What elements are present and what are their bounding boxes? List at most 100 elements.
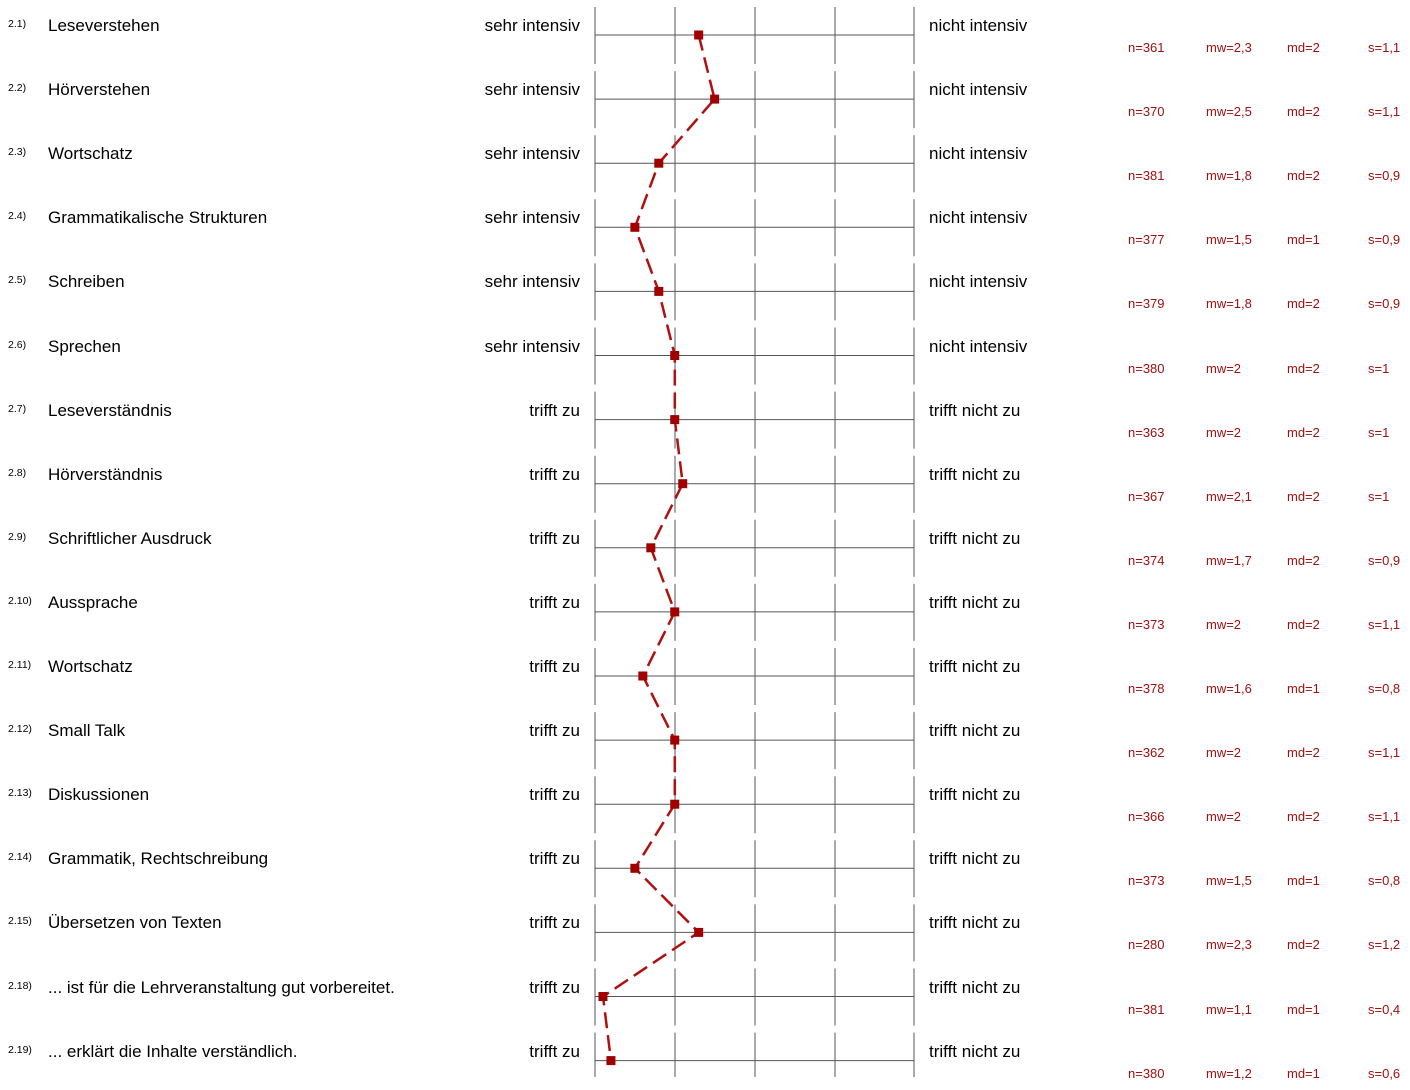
stat-n: n=378 <box>1128 681 1165 696</box>
stat-median: md=2 <box>1287 40 1320 55</box>
question-label: Small Talk <box>48 721 126 741</box>
stat-median: md=1 <box>1287 681 1320 696</box>
stat-median: md=2 <box>1287 552 1320 568</box>
stat-median: md=2 <box>1287 168 1320 184</box>
scale-right-anchor: trifft nicht zu <box>929 785 1021 805</box>
question-row: 2.7) Leseverständnis trifft zu trifft nicht… <box>0 385 1410 449</box>
scale-left-anchor: sehr intensiv <box>484 80 580 100</box>
question-number: 2.4) <box>8 210 27 223</box>
question-row: 2.13) Diskussionen trifft zu trifft nicht z… <box>0 769 1410 833</box>
stat-n: n=280 <box>1128 937 1165 953</box>
question-number: 2.7) <box>8 402 27 415</box>
question-label: Aussprache <box>48 592 138 612</box>
stat-n: n=373 <box>1128 616 1165 632</box>
question-row: 2.15) Übersetzen von Texten trifft zu triff… <box>0 897 1410 961</box>
question-number: 2.14) <box>8 851 32 864</box>
stat-n: n=367 <box>1128 488 1165 504</box>
scale-left-anchor: trifft zu <box>529 464 580 484</box>
scale-left-anchor: trifft zu <box>529 977 580 997</box>
scale-right-anchor: nicht intensiv <box>929 272 1028 292</box>
question-row: 2.10) Aussprache trifft zu trifft nicht zu n… <box>0 577 1410 641</box>
stat-mean: mw=1,6 <box>1206 681 1252 696</box>
stat-median: md=2 <box>1287 488 1320 504</box>
scale-left-anchor: trifft zu <box>529 785 580 805</box>
mean-marker <box>654 286 664 296</box>
stat-n: n=373 <box>1128 873 1165 889</box>
scale-right-anchor: nicht intensiv <box>929 336 1028 356</box>
question-number: 2.12) <box>8 723 32 736</box>
question-row: 2.2) Hörverstehen sehr intensiv nicht inten… <box>0 64 1410 128</box>
mean-marker <box>670 735 680 745</box>
scale-right-anchor: trifft nicht zu <box>929 657 1021 676</box>
stat-mean: mw=1,7 <box>1206 552 1252 568</box>
stat-n: n=379 <box>1128 296 1165 312</box>
stat-n: n=363 <box>1128 424 1165 440</box>
question-number: 2.1) <box>8 18 27 30</box>
stat-sd: s=1,1 <box>1368 616 1401 632</box>
question-label: Sprechen <box>48 336 121 356</box>
stat-mean: mw=2,3 <box>1206 937 1252 953</box>
question-label: ... erklärt die Inhalte verständlich. <box>48 1041 298 1061</box>
scale-right-anchor: trifft nicht zu <box>929 400 1021 420</box>
stat-median: md=1 <box>1287 1001 1320 1017</box>
mean-marker <box>694 927 704 937</box>
stat-median: md=2 <box>1287 616 1320 632</box>
scale-left-anchor: trifft zu <box>529 849 580 869</box>
scale-right-anchor: trifft nicht zu <box>929 977 1021 997</box>
stat-n: n=362 <box>1128 745 1165 761</box>
stat-median: md=2 <box>1287 104 1320 120</box>
question-row: 2.14) Grammatik, Rechtschreibung trifft zu… <box>0 833 1410 897</box>
mean-marker <box>670 415 680 425</box>
question-label: Leseverständnis <box>48 400 172 420</box>
stat-sd: s=0,4 <box>1368 1001 1401 1017</box>
question-number: 2.11) <box>8 659 32 671</box>
stat-median: md=2 <box>1287 360 1320 376</box>
stat-mean: mw=1,8 <box>1206 168 1252 184</box>
stat-sd: s=1 <box>1368 488 1390 504</box>
scale-left-anchor: trifft zu <box>529 1041 580 1061</box>
stat-mean: mw=1,5 <box>1206 873 1252 889</box>
mean-marker <box>710 94 720 104</box>
question-number: 2.15) <box>8 915 32 928</box>
stat-n: n=380 <box>1128 360 1165 376</box>
stat-median: md=1 <box>1287 232 1320 248</box>
scale-left-anchor: trifft zu <box>529 592 580 612</box>
stat-sd: s=1 <box>1368 424 1390 440</box>
mean-marker <box>630 863 640 873</box>
question-number: 2.19) <box>8 1043 32 1056</box>
question-number: 2.13) <box>8 787 32 800</box>
stat-mean: mw=1,5 <box>1206 232 1252 248</box>
stat-median: md=2 <box>1287 809 1320 825</box>
mean-marker <box>670 799 680 809</box>
stat-sd: s=0,9 <box>1368 168 1401 184</box>
question-row: 2.4) Grammatikalische Strukturen sehr inte… <box>0 192 1410 256</box>
question-label: Leseverstehen <box>48 16 160 35</box>
stat-sd: s=1,1 <box>1368 745 1401 761</box>
stat-mean: mw=2 <box>1206 360 1242 376</box>
scale-left-anchor: trifft zu <box>529 913 580 933</box>
scale-right-anchor: trifft nicht zu <box>929 721 1021 741</box>
stat-n: n=374 <box>1128 552 1165 568</box>
question-number: 2.9) <box>8 530 27 543</box>
scale-right-anchor: trifft nicht zu <box>929 592 1021 612</box>
stat-median: md=2 <box>1287 937 1320 953</box>
scale-right-anchor: trifft nicht zu <box>929 1041 1021 1061</box>
scale-right-anchor: nicht intensiv <box>929 16 1028 35</box>
scale-left-anchor: sehr intensiv <box>484 272 580 292</box>
stat-mean: mw=2 <box>1206 424 1242 440</box>
scale-right-anchor: trifft nicht zu <box>929 849 1021 869</box>
stat-n: n=381 <box>1128 1001 1165 1017</box>
question-number: 2.6) <box>8 338 27 351</box>
stat-mean: mw=1,8 <box>1206 296 1252 312</box>
question-label: ... ist für die Lehrveranstaltung gut vo… <box>48 977 395 997</box>
mean-marker <box>670 351 680 360</box>
mean-marker <box>678 479 688 489</box>
question-label: Grammatik, Rechtschreibung <box>48 849 269 869</box>
stat-sd: s=0,9 <box>1368 232 1401 248</box>
mean-marker <box>638 671 648 681</box>
scale-left-anchor: sehr intensiv <box>484 336 580 356</box>
question-row: 2.3) Wortschatz sehr intensiv nicht intensi… <box>0 128 1410 192</box>
scale-left-anchor: sehr intensiv <box>484 144 580 164</box>
